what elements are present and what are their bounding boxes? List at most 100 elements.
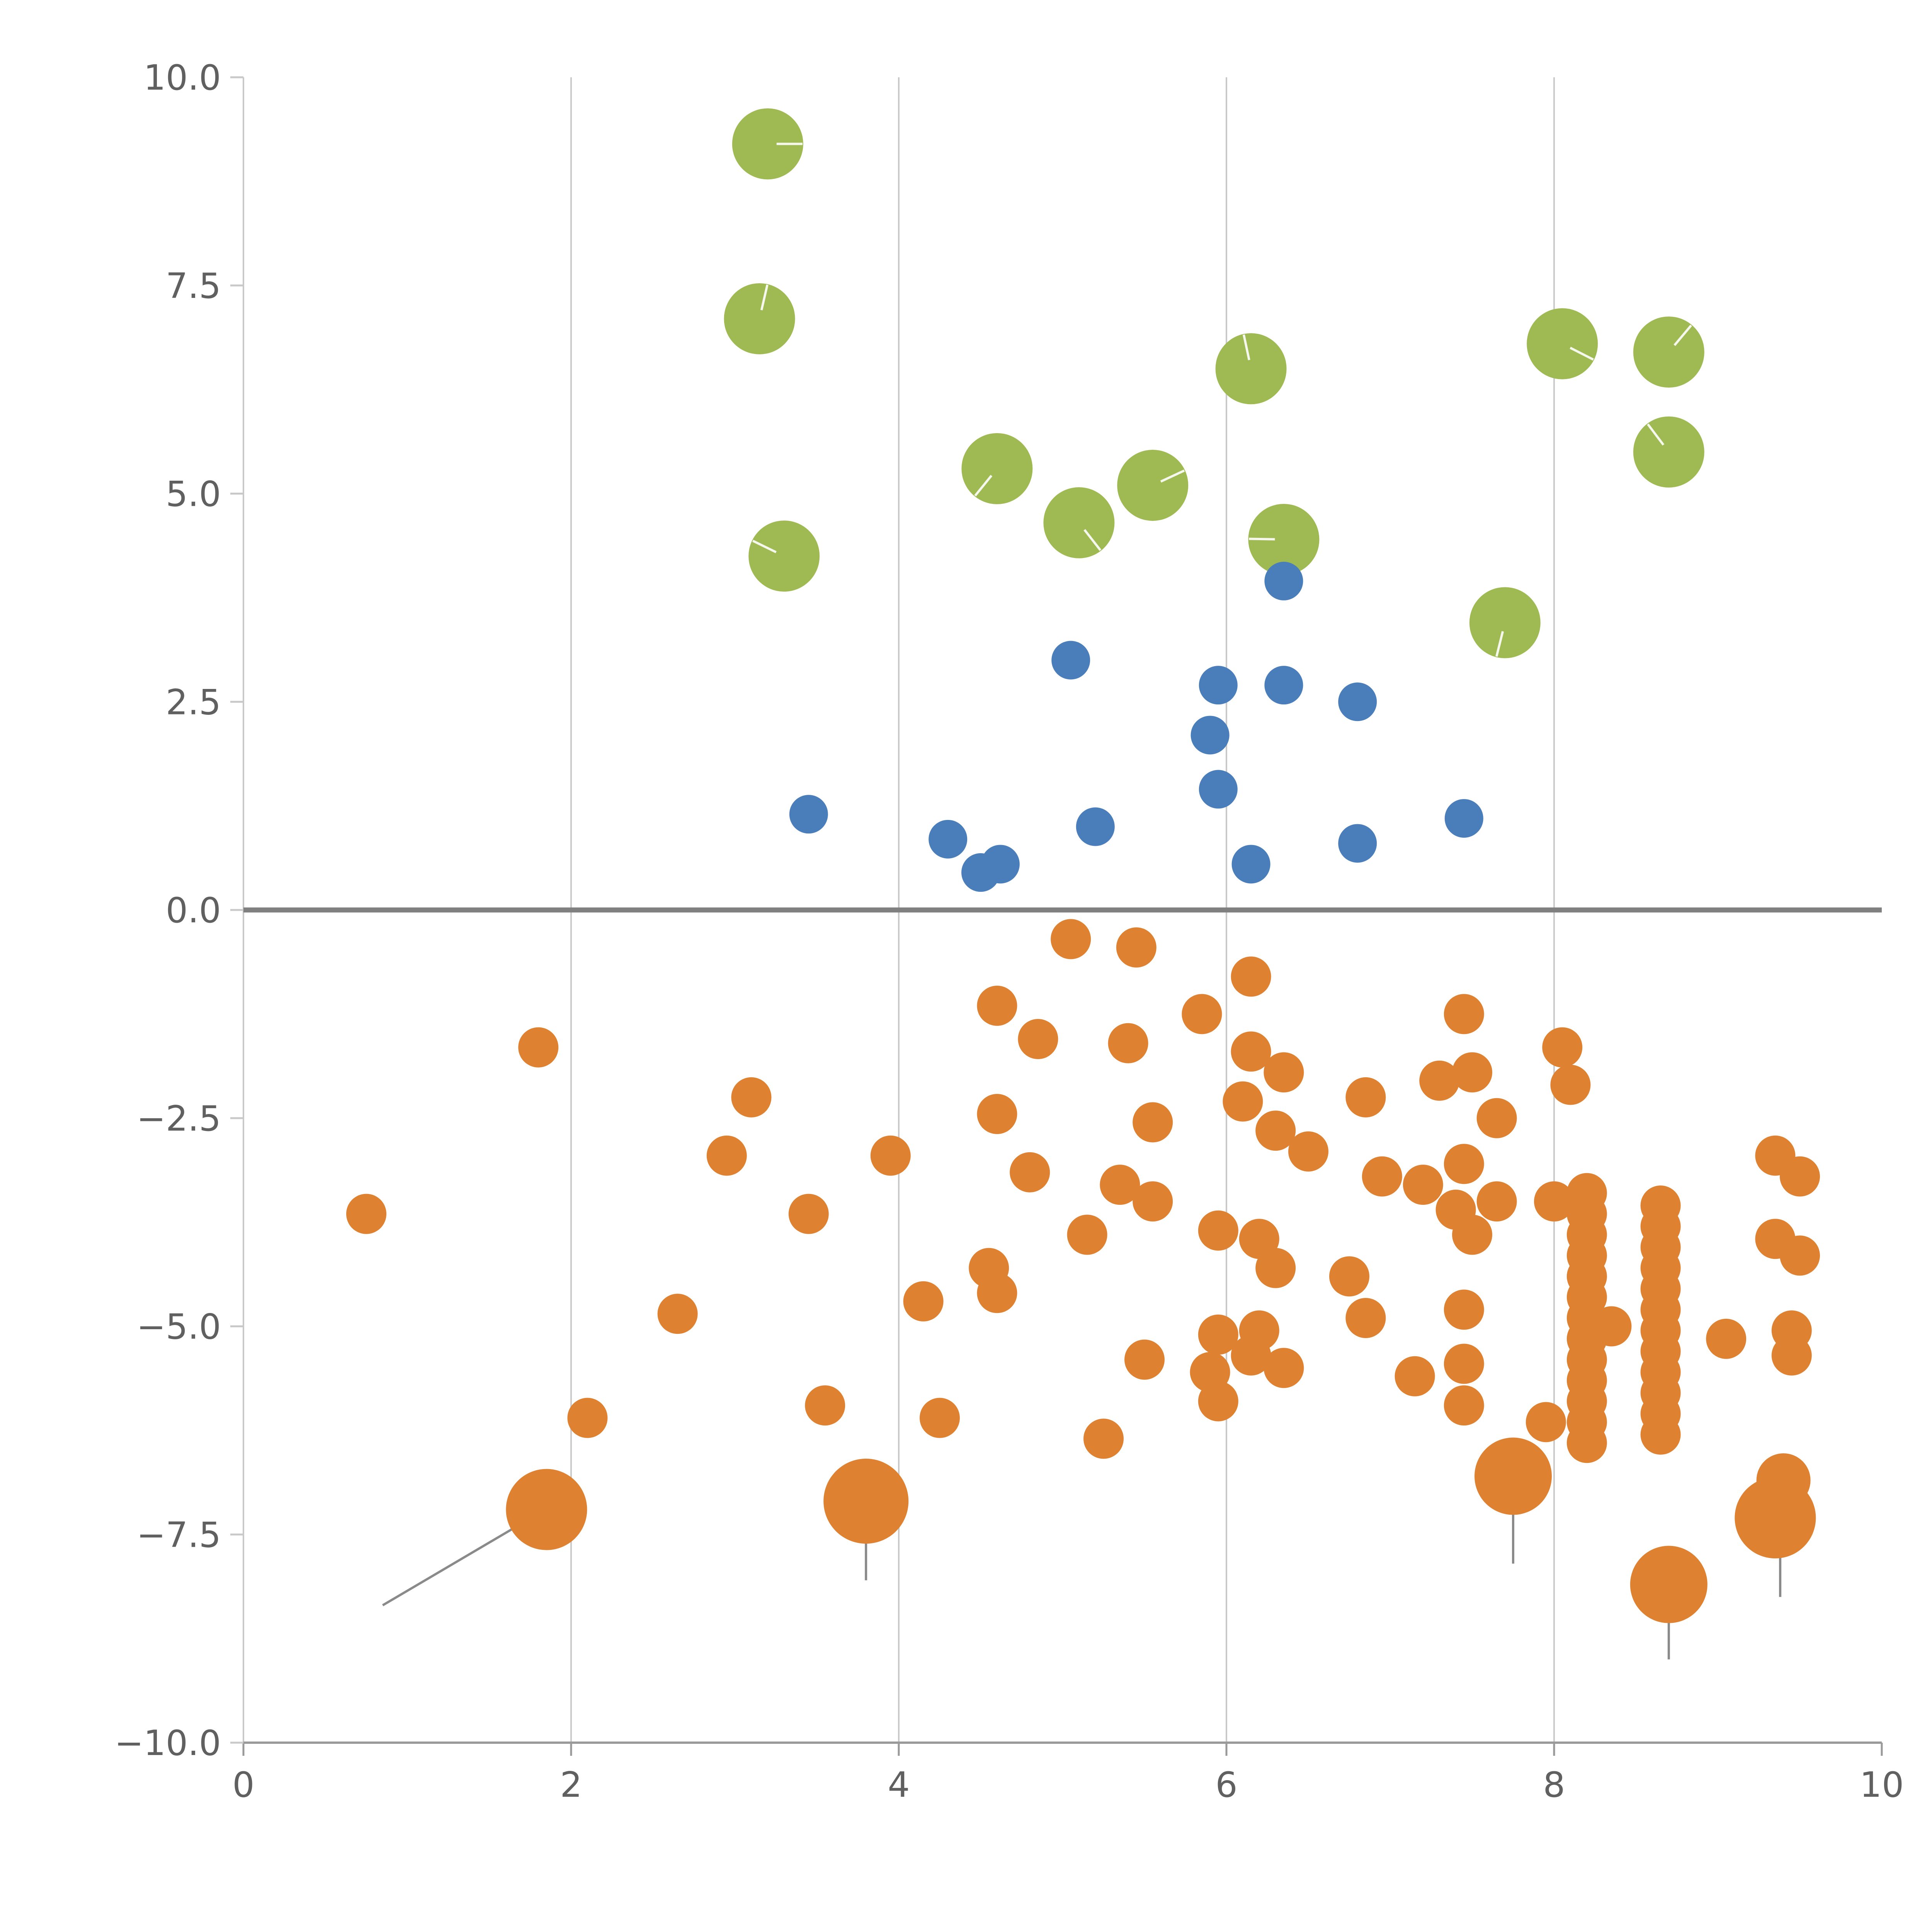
data-point-orange-cluster bbox=[1264, 1052, 1304, 1093]
data-point-green-cluster bbox=[1633, 316, 1704, 388]
data-point-orange-cluster bbox=[1288, 1131, 1328, 1172]
y-tick-label: 5.0 bbox=[166, 474, 221, 515]
y-tick-label: −7.5 bbox=[136, 1515, 221, 1555]
marker-notch bbox=[1083, 529, 1102, 551]
x-tick-label: 4 bbox=[888, 1765, 910, 1805]
data-point-orange-cluster bbox=[657, 1294, 698, 1334]
data-point-orange-cluster bbox=[1452, 1052, 1492, 1093]
data-point-blue-cluster bbox=[1338, 682, 1377, 721]
x-tick-label: 0 bbox=[232, 1765, 254, 1805]
marker-notch bbox=[1160, 469, 1185, 483]
data-point-orange-cluster bbox=[567, 1398, 608, 1438]
data-point-orange-cluster bbox=[1182, 994, 1222, 1034]
data-point-orange-cluster bbox=[1198, 1381, 1238, 1422]
data-point-orange-cluster bbox=[1083, 1418, 1124, 1459]
data-point-orange-cluster bbox=[1403, 1165, 1443, 1205]
data-point-orange-cluster bbox=[731, 1077, 772, 1117]
data-point-blue-cluster bbox=[1199, 770, 1238, 809]
data-point-orange-cluster bbox=[706, 1135, 747, 1176]
marker-notch bbox=[1570, 347, 1594, 361]
data-point-orange-cluster bbox=[1133, 1181, 1173, 1222]
data-point-orange-cluster bbox=[1475, 1437, 1552, 1515]
y-tick-label: 2.5 bbox=[166, 682, 221, 723]
data-point-green-cluster bbox=[961, 433, 1033, 504]
y-tick-label: −2.5 bbox=[136, 1099, 221, 1139]
data-point-orange-cluster bbox=[870, 1135, 911, 1176]
data-point-blue-cluster bbox=[981, 845, 1020, 884]
data-point-orange-cluster bbox=[1124, 1339, 1165, 1380]
data-point-orange-cluster bbox=[1476, 1098, 1517, 1138]
data-point-orange-cluster bbox=[788, 1194, 829, 1234]
data-point-orange-cluster bbox=[1444, 1385, 1484, 1426]
marker-notch bbox=[1242, 334, 1250, 361]
data-point-orange-cluster bbox=[1239, 1219, 1279, 1259]
data-point-orange-cluster bbox=[1198, 1210, 1238, 1251]
data-point-orange-cluster bbox=[1542, 1027, 1583, 1068]
data-point-orange-cluster bbox=[1452, 1214, 1492, 1255]
data-point-orange-cluster bbox=[1231, 956, 1271, 997]
data-point-orange-cluster bbox=[1264, 1348, 1304, 1388]
data-point-orange-cluster bbox=[1010, 1152, 1050, 1192]
data-point-orange-cluster bbox=[1444, 1289, 1484, 1330]
data-point-orange-cluster bbox=[346, 1194, 386, 1234]
green-cluster-group bbox=[724, 108, 1704, 658]
data-point-orange-cluster bbox=[1255, 1111, 1296, 1151]
data-point-orange-cluster bbox=[1108, 1023, 1148, 1063]
y-tick-label: −10.0 bbox=[114, 1723, 221, 1764]
data-point-blue-cluster bbox=[1231, 845, 1270, 884]
data-point-green-cluster bbox=[1527, 308, 1598, 379]
x-tick-label: 8 bbox=[1543, 1765, 1565, 1805]
data-point-orange-cluster bbox=[1133, 1102, 1173, 1143]
data-point-green-cluster bbox=[1215, 333, 1287, 405]
data-point-green-cluster bbox=[1469, 587, 1541, 658]
marker-notch bbox=[752, 539, 777, 553]
data-point-blue-cluster bbox=[929, 820, 968, 859]
data-point-blue-cluster bbox=[1076, 807, 1115, 846]
data-point-orange-cluster bbox=[1444, 1344, 1484, 1384]
data-point-orange-cluster bbox=[1419, 1060, 1460, 1101]
y-tick-label: −5.0 bbox=[136, 1307, 221, 1347]
data-point-orange-cluster bbox=[1255, 1248, 1296, 1288]
marker-notch bbox=[974, 474, 993, 497]
data-point-orange-cluster bbox=[1231, 1335, 1271, 1376]
data-point-orange-cluster bbox=[1526, 1402, 1566, 1442]
data-point-orange-cluster bbox=[977, 1094, 1017, 1134]
data-point-green-cluster bbox=[1248, 504, 1320, 575]
blue-cluster-group bbox=[789, 561, 1483, 892]
data-point-green-cluster bbox=[724, 283, 795, 354]
data-point-blue-cluster bbox=[789, 795, 828, 834]
data-point-orange-cluster bbox=[1329, 1256, 1369, 1297]
data-point-orange-cluster bbox=[1476, 1181, 1517, 1222]
data-point-orange-cluster bbox=[1362, 1156, 1402, 1197]
data-point-blue-cluster bbox=[1264, 666, 1303, 705]
y-tick-label: 0.0 bbox=[166, 890, 221, 931]
stems-group bbox=[382, 1484, 1782, 1660]
data-point-blue-cluster bbox=[1444, 799, 1483, 838]
data-point-green-cluster bbox=[748, 520, 820, 592]
marker-notch bbox=[760, 284, 769, 311]
orange-cluster-group bbox=[346, 919, 1820, 1623]
data-point-orange-cluster bbox=[1223, 1081, 1263, 1122]
data-point-green-cluster bbox=[732, 108, 803, 180]
data-point-orange-cluster bbox=[1395, 1356, 1435, 1396]
marker-notch bbox=[1495, 631, 1504, 657]
data-point-orange-cluster bbox=[977, 1273, 1017, 1313]
data-point-blue-cluster bbox=[1264, 561, 1303, 600]
data-point-orange-cluster bbox=[1630, 1546, 1708, 1623]
data-point-orange-cluster bbox=[1780, 1235, 1820, 1276]
data-point-orange-cluster bbox=[1051, 919, 1091, 959]
marker-notch bbox=[1647, 423, 1665, 446]
data-point-orange-cluster bbox=[1345, 1298, 1386, 1338]
data-point-blue-cluster bbox=[1199, 666, 1238, 705]
data-point-orange-cluster bbox=[1231, 1031, 1271, 1072]
data-point-orange-cluster bbox=[1735, 1477, 1816, 1559]
data-point-orange-cluster bbox=[1018, 1019, 1058, 1060]
data-point-orange-cluster bbox=[1550, 1065, 1591, 1105]
data-point-orange-cluster bbox=[1444, 1144, 1484, 1184]
data-point-orange-cluster bbox=[977, 985, 1017, 1026]
data-point-orange-cluster bbox=[920, 1398, 960, 1438]
data-point-orange-cluster bbox=[1780, 1156, 1820, 1197]
data-point-blue-cluster bbox=[1051, 641, 1090, 680]
